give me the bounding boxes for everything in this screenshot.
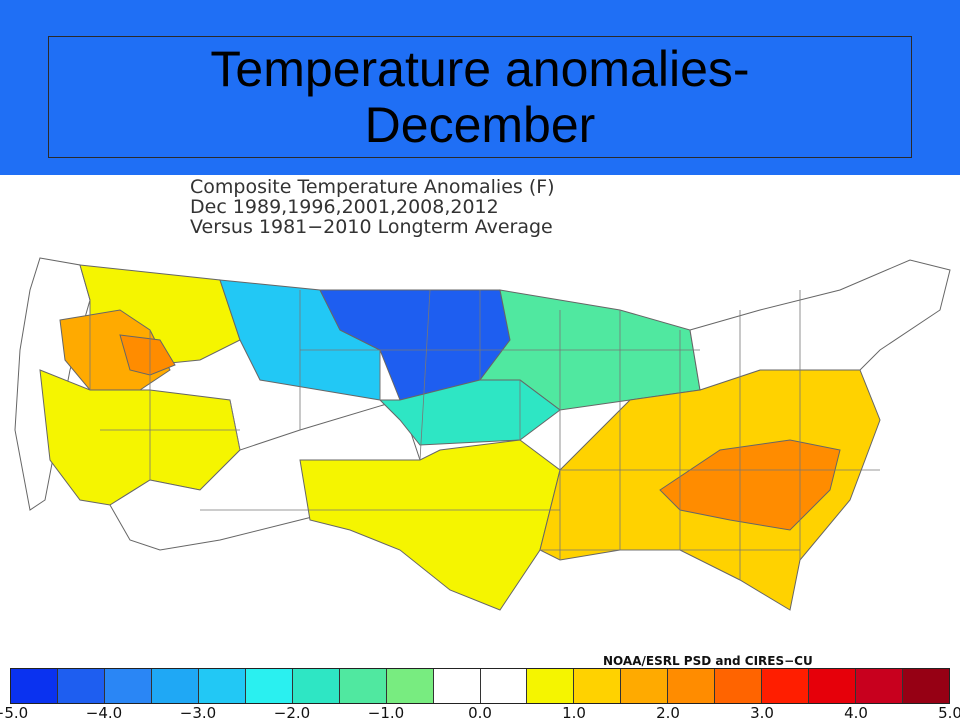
region-carolinas — [659, 439, 841, 531]
legend-swatch — [151, 669, 199, 703]
legend-swatch — [104, 669, 152, 703]
figure-title-line-3: Versus 1981−2010 Longterm Average — [190, 216, 553, 238]
legend-colorbar — [10, 668, 950, 704]
legend-swatch — [621, 669, 669, 703]
legend-tick-label: −5.0 — [0, 704, 29, 722]
legend-tick-label: −1.0 — [367, 704, 405, 722]
title-box: Temperature anomalies- December — [48, 36, 912, 158]
legend-tick-label: 5.0 — [938, 704, 960, 722]
figure-title-line-1: Composite Temperature Anomalies (F) — [190, 176, 555, 198]
figure-credit: NOAA/ESRL PSD and CIRES−CU — [603, 654, 813, 668]
slide-title: Temperature anomalies- December — [210, 41, 750, 153]
legend-swatch — [292, 669, 340, 703]
legend-swatch — [809, 669, 857, 703]
legend-tick-label: −2.0 — [273, 704, 311, 722]
legend-swatch — [57, 669, 105, 703]
legend-swatch — [433, 669, 481, 703]
legend-tick-label: 0.0 — [468, 704, 492, 722]
region-snake-river — [119, 334, 176, 376]
figure-title-line-2: Dec 1989,1996,2001,2008,2012 — [190, 196, 499, 218]
division-boundaries — [89, 289, 880, 580]
slide-header: Temperature anomalies- December — [0, 0, 960, 175]
legend-swatch — [527, 669, 575, 703]
legend-swatch — [903, 669, 950, 703]
region-southern-plains — [299, 439, 561, 611]
legend-swatch — [668, 669, 716, 703]
legend-tick-label: −4.0 — [85, 704, 123, 722]
legend-swatch — [11, 669, 58, 703]
legend-swatch — [715, 669, 763, 703]
legend-swatch — [386, 669, 434, 703]
legend-tick-label: 4.0 — [844, 704, 868, 722]
legend-swatch — [198, 669, 246, 703]
legend-swatch — [480, 669, 528, 703]
region-northeast — [689, 259, 951, 391]
legend-tick-label: 3.0 — [750, 704, 774, 722]
legend-swatch — [762, 669, 810, 703]
legend-tick-label: −3.0 — [179, 704, 217, 722]
legend-swatch — [856, 669, 904, 703]
legend-swatch — [574, 669, 622, 703]
legend-ticks: −5.0 −4.0 −3.0 −2.0 −1.0 0.0 1.0 2.0 3.0 4.0 5.0 — [0, 704, 960, 722]
legend-swatch — [339, 669, 387, 703]
us-anomaly-map — [14, 257, 951, 611]
legend-swatch — [245, 669, 293, 703]
legend-tick-label: 1.0 — [562, 704, 586, 722]
legend-tick-label: 2.0 — [656, 704, 680, 722]
